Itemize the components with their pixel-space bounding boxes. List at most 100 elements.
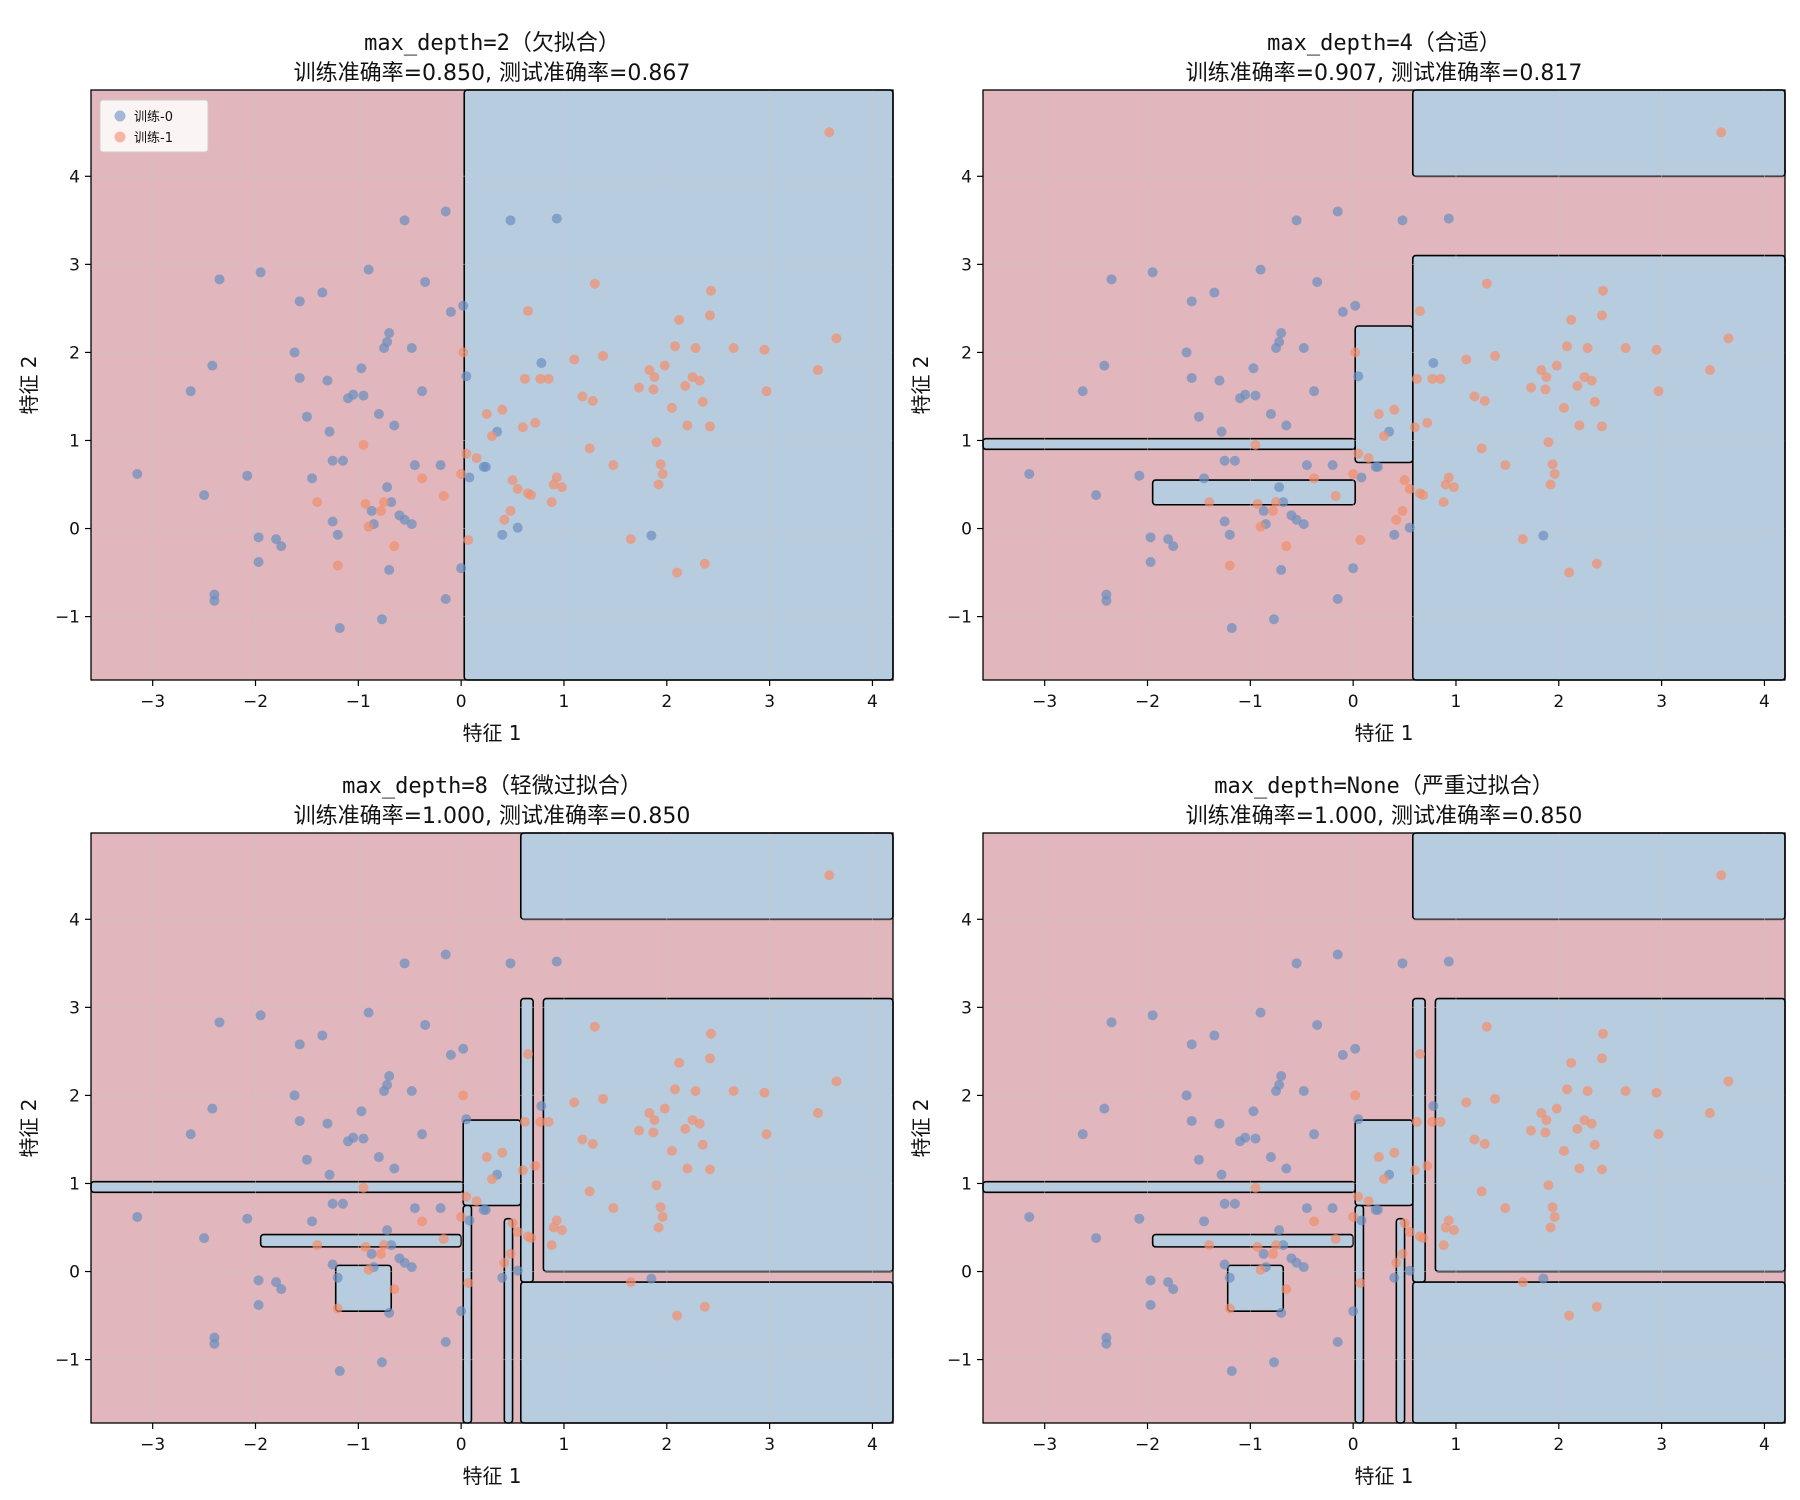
point-class0 <box>271 1277 282 1288</box>
point-class0 <box>1268 1357 1279 1368</box>
point-class1 <box>1562 1084 1573 1095</box>
point-class1 <box>1404 1226 1415 1237</box>
point-class0 <box>386 1240 397 1251</box>
point-class1 <box>1427 373 1438 384</box>
point-class0 <box>646 530 657 541</box>
point-class1 <box>1397 1248 1408 1259</box>
point-class0 <box>1077 386 1088 397</box>
point-class1 <box>659 1103 670 1114</box>
point-class0 <box>1389 529 1400 540</box>
point-class0 <box>1276 564 1287 575</box>
point-class0 <box>1312 1019 1323 1030</box>
point-class1 <box>1723 333 1734 344</box>
point-class0 <box>1332 949 1343 960</box>
point-class1 <box>1281 541 1292 552</box>
point-class0 <box>1298 343 1309 354</box>
point-class0 <box>399 1257 410 1268</box>
point-class1 <box>1411 373 1422 384</box>
point-class1 <box>666 1145 677 1156</box>
point-class1 <box>1350 1090 1361 1101</box>
class0-region-1 <box>1411 832 1786 921</box>
point-class0 <box>445 306 456 317</box>
point-class1 <box>519 373 530 384</box>
point-class1 <box>694 375 705 386</box>
point-class0 <box>1337 306 1348 317</box>
point-class0 <box>461 371 472 382</box>
x-axis-label: 特征 1 <box>1354 721 1413 745</box>
point-class0 <box>307 473 318 484</box>
point-class1 <box>551 1215 562 1226</box>
point-class1 <box>1363 1196 1374 1207</box>
point-class0 <box>1219 1259 1230 1270</box>
point-class1 <box>1651 1087 1662 1098</box>
point-class1 <box>1596 1164 1607 1175</box>
point-class1 <box>519 1116 530 1127</box>
point-class1 <box>1414 306 1425 317</box>
point-class1 <box>1517 1277 1528 1288</box>
point-class1 <box>1418 1233 1429 1244</box>
point-class1 <box>1267 505 1278 516</box>
point-class1 <box>1409 422 1420 433</box>
point-class1 <box>1330 490 1341 501</box>
point-class0 <box>317 1030 328 1041</box>
point-class1 <box>1348 468 1359 479</box>
y-tick-label: 2 <box>69 1086 80 1106</box>
legend-box <box>99 99 209 153</box>
point-class1 <box>512 483 523 494</box>
point-class0 <box>417 386 428 397</box>
point-class1 <box>1422 1160 1433 1171</box>
point-class1 <box>1252 1241 1263 1252</box>
point-class1 <box>634 382 645 393</box>
point-class1 <box>1271 497 1282 508</box>
x-tick-label: −3 <box>140 1435 165 1455</box>
point-class1 <box>389 541 400 552</box>
point-class0 <box>1281 1163 1292 1174</box>
point-class1 <box>1255 521 1266 532</box>
point-class0 <box>646 1273 657 1284</box>
point-class0 <box>209 1338 220 1349</box>
point-class1 <box>1558 402 1569 413</box>
point-class1 <box>1353 1191 1364 1202</box>
point-class0 <box>440 593 451 604</box>
class0-region-10 <box>1226 1264 1285 1312</box>
legend: 训练-0 训练-1 <box>99 99 209 153</box>
point-class0 <box>1538 1273 1549 1284</box>
point-class1 <box>375 505 386 516</box>
point-class1 <box>1541 1115 1552 1126</box>
point-class0 <box>332 1272 343 1283</box>
point-class0 <box>1258 1248 1269 1259</box>
point-class1 <box>458 347 469 358</box>
point-class1 <box>1399 475 1410 486</box>
point-class1 <box>417 1216 428 1227</box>
y-tick-label: 2 <box>961 343 972 363</box>
point-class1 <box>569 354 580 365</box>
point-class0 <box>1276 1071 1287 1082</box>
point-class1 <box>1448 482 1459 493</box>
y-tick-label: 3 <box>961 998 972 1018</box>
point-class0 <box>1214 375 1225 386</box>
point-class0 <box>207 360 218 371</box>
point-class0 <box>334 623 345 634</box>
point-class1 <box>608 1203 619 1214</box>
point-class1 <box>505 505 516 516</box>
point-class1 <box>1598 285 1609 296</box>
point-class1 <box>670 1084 681 1095</box>
point-class1 <box>1551 1103 1562 1114</box>
point-class0 <box>420 276 431 287</box>
point-class0 <box>1091 1233 1102 1244</box>
subplot-3: −3 −2 −1 0 1 2 3 4 −1 0 1 2 3 4 特征 1 特征 2 max_depth=8（轻微… <box>17 774 894 1488</box>
point-class1 <box>674 1057 685 1068</box>
point-class0 <box>1101 595 1112 606</box>
point-class1 <box>651 1180 662 1191</box>
class0-region-2 <box>542 997 894 1273</box>
point-class0 <box>1348 563 1359 574</box>
point-class0 <box>1186 372 1197 383</box>
point-class1 <box>1479 395 1490 406</box>
point-class1 <box>379 497 390 508</box>
point-class1 <box>690 343 701 354</box>
point-class1 <box>584 1186 595 1197</box>
point-class0 <box>1099 1103 1110 1114</box>
point-class1 <box>1348 1211 1359 1222</box>
point-class1 <box>587 1138 598 1149</box>
point-class1 <box>1582 1086 1593 1097</box>
